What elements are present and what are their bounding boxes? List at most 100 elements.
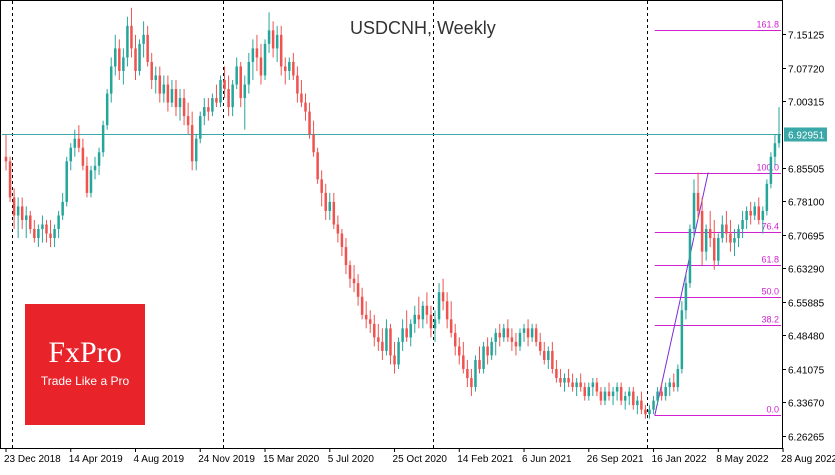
candle: [757, 197, 761, 225]
candle: [219, 75, 222, 108]
candle: [449, 301, 453, 338]
candle-body: [344, 247, 348, 266]
candle: [324, 183, 327, 220]
candle-body: [587, 387, 591, 397]
candle: [712, 219, 716, 270]
candle-body: [632, 391, 635, 406]
candle-body: [737, 229, 740, 239]
candle: [749, 201, 752, 225]
candle-body: [389, 328, 392, 356]
candle-body: [57, 215, 60, 230]
candle-body: [551, 350, 554, 369]
candle-body: [126, 25, 129, 58]
candle: [595, 378, 599, 397]
candle: [628, 387, 631, 406]
candle: [591, 378, 595, 397]
candle-body: [547, 350, 550, 360]
candle-body: [45, 224, 48, 234]
candle: [538, 332, 542, 356]
candle: [122, 48, 125, 85]
candle-body: [340, 233, 344, 248]
candle-body: [741, 219, 744, 230]
candle-body: [348, 265, 352, 279]
candle: [344, 238, 348, 275]
candle-body: [24, 215, 28, 220]
candle: [660, 382, 663, 401]
candle: [114, 34, 117, 76]
fib-level-label: 50.0: [761, 287, 779, 297]
candle-body: [721, 224, 724, 239]
fib-level-label: 0.0: [766, 405, 779, 415]
candle-body: [12, 197, 16, 216]
candle: [348, 260, 352, 288]
candle: [676, 364, 680, 392]
x-axis: 23 Dec 2018 14 Apr 2019 4 Aug 2019 24 Nov 2…: [4, 448, 835, 465]
candle: [304, 93, 307, 121]
candle: [162, 75, 166, 103]
candle: [607, 382, 611, 401]
candle-body: [700, 210, 704, 252]
candle-body: [514, 341, 518, 347]
candle: [251, 39, 255, 81]
candle: [243, 75, 247, 130]
candle: [271, 21, 275, 58]
candle: [247, 52, 251, 94]
candle-body: [364, 314, 368, 320]
candle-body: [336, 224, 340, 234]
candle: [255, 34, 259, 71]
candle-body: [211, 98, 214, 112]
x-tick-label: 4 Aug 2019: [134, 454, 185, 465]
candle: [178, 89, 182, 121]
plot-frame: [0, 0, 783, 449]
x-tick-label: 14 Apr 2019: [69, 454, 123, 465]
candle-body: [749, 210, 752, 216]
candle: [652, 396, 655, 415]
candle: [733, 229, 736, 257]
candle: [65, 156, 68, 207]
candle-body: [4, 156, 8, 162]
candle-body: [583, 387, 586, 397]
chart-title: USDCNH, Weekly: [350, 18, 496, 38]
candle: [109, 57, 113, 103]
candle-body: [360, 296, 364, 315]
candle: [186, 102, 190, 135]
fib-level-label: 161.8: [756, 20, 779, 30]
candle-body: [235, 66, 238, 85]
candle: [543, 341, 546, 365]
candle: [118, 39, 121, 81]
candle: [462, 341, 465, 374]
candle: [433, 310, 437, 342]
candle: [77, 125, 81, 153]
candle-body: [97, 152, 101, 166]
candle-body: [733, 238, 736, 243]
candle: [761, 206, 765, 234]
candle: [41, 215, 44, 243]
candle-body: [490, 341, 493, 356]
candle-body: [186, 116, 190, 126]
candle: [664, 382, 667, 401]
logo-tagline: Trade Like a Pro: [40, 374, 130, 388]
candle: [283, 57, 287, 85]
period-separators: [12, 1, 648, 448]
candle-body: [162, 84, 166, 94]
candle-body: [288, 61, 291, 71]
candle: [575, 378, 578, 397]
candle-body: [316, 152, 319, 180]
candle: [765, 179, 769, 216]
candle: [389, 323, 392, 365]
candle: [534, 323, 538, 347]
candle: [482, 341, 485, 374]
candle: [235, 57, 238, 90]
candle-body: [275, 34, 279, 49]
candle-body: [118, 48, 121, 71]
x-tick-label: 15 Mar 2020: [263, 454, 320, 465]
candle: [721, 215, 724, 243]
candle-body: [41, 224, 44, 230]
candle: [425, 292, 429, 324]
candle: [437, 283, 441, 324]
candle: [300, 80, 303, 108]
candle: [567, 368, 570, 388]
candle-body: [745, 210, 748, 220]
candle: [583, 382, 586, 401]
candle-body: [223, 80, 226, 90]
